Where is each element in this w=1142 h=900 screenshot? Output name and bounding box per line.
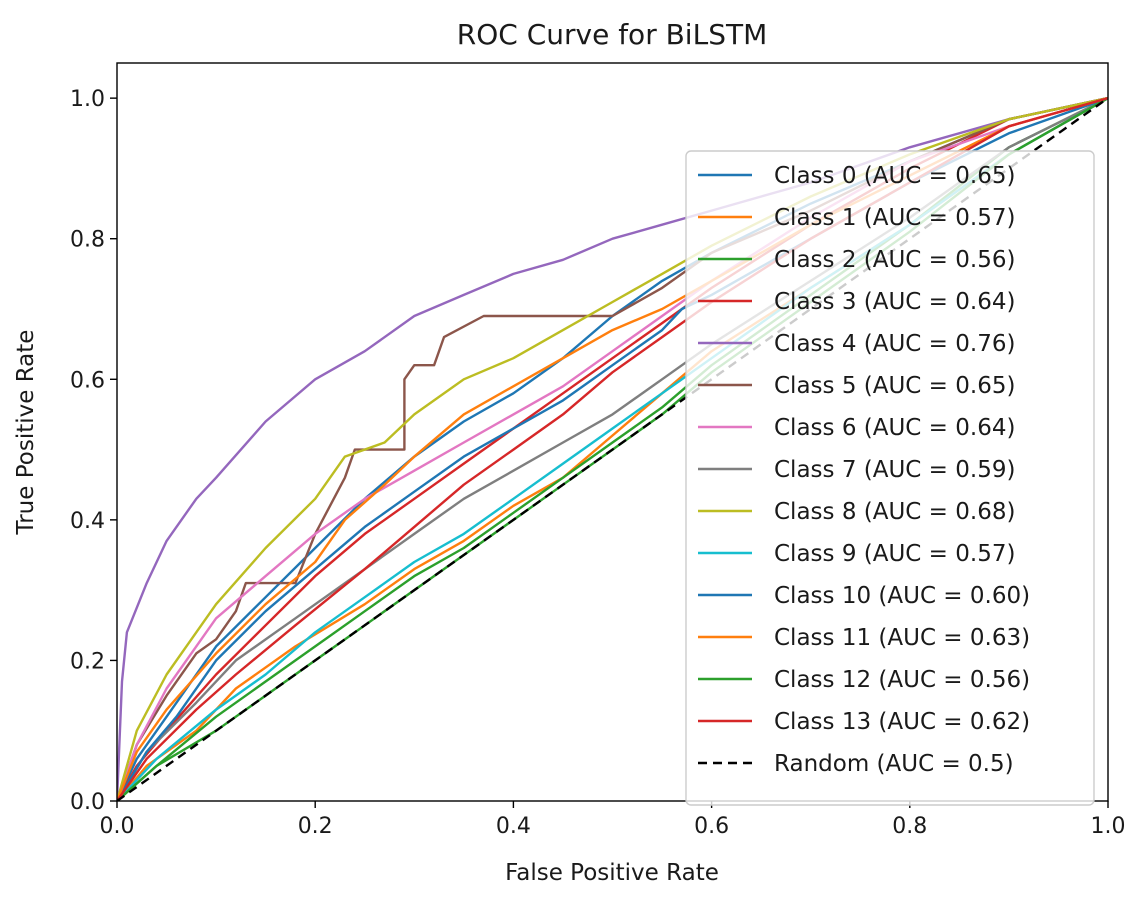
y-axis: 0.0 0.2 0.4 0.6 0.8 1.0 (70, 87, 117, 815)
plot-frame (116, 62, 1109, 802)
legend-label-1: Class 1 (AUC = 0.57) (774, 205, 1015, 231)
y-tick-label: 1.0 (70, 87, 105, 112)
y-tick-label: 0.8 (70, 228, 105, 253)
legend-label-3: Class 3 (AUC = 0.64) (774, 289, 1015, 315)
legend-label-4: Class 4 (AUC = 0.76) (774, 331, 1015, 357)
legend-label-6: Class 6 (AUC = 0.64) (774, 415, 1015, 441)
legend-label-8: Class 8 (AUC = 0.68) (774, 499, 1015, 525)
chart-title: ROC Curve for BiLSTM (457, 18, 767, 51)
legend-label-0: Class 0 (AUC = 0.65) (774, 163, 1015, 189)
legend-label-7: Class 7 (AUC = 0.59) (774, 457, 1015, 483)
legend: Class 0 (AUC = 0.65) Class 1 (AUC = 0.57)… (685, 150, 1095, 806)
legend-label-5: Class 5 (AUC = 0.65) (774, 373, 1015, 399)
legend-box (685, 150, 1095, 806)
x-tick-label: 0.0 (100, 814, 135, 839)
legend-label-2: Class 2 (AUC = 0.56) (774, 247, 1015, 273)
y-tick-label: 0.0 (70, 790, 105, 815)
x-axis: 0.0 0.2 0.4 0.6 0.8 1.0 (100, 801, 1126, 839)
x-tick-label: 0.8 (892, 814, 927, 839)
y-tick-label: 0.6 (70, 368, 105, 393)
legend-label-12: Class 12 (AUC = 0.56) (774, 667, 1030, 693)
x-tick-label: 0.2 (298, 814, 333, 839)
legend-label-14: Random (AUC = 0.5) (774, 751, 1014, 777)
legend-label-11: Class 11 (AUC = 0.63) (774, 625, 1030, 651)
x-tick-label: 0.6 (694, 814, 729, 839)
legend-label-9: Class 9 (AUC = 0.57) (774, 541, 1015, 567)
legend-label-10: Class 10 (AUC = 0.60) (774, 583, 1030, 609)
legend-label-13: Class 13 (AUC = 0.62) (774, 709, 1030, 735)
x-tick-label: 1.0 (1091, 814, 1126, 839)
y-tick-label: 0.2 (70, 649, 105, 674)
y-axis-label: True Positive Rate (13, 330, 39, 536)
y-tick-label: 0.4 (70, 509, 105, 534)
x-axis-label: False Positive Rate (505, 860, 719, 886)
x-tick-label: 0.4 (496, 814, 531, 839)
